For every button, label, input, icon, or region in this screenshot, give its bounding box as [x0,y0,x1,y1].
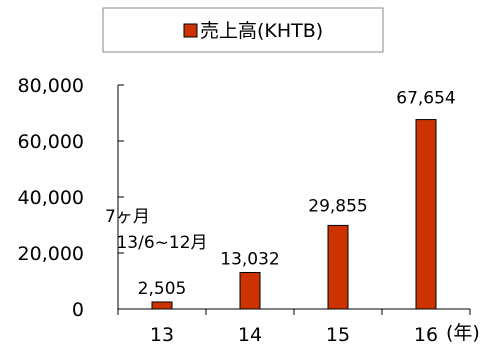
bar-13 [151,301,173,310]
x-tick-label: 15 [326,324,350,346]
bars [151,119,437,310]
bar-14 [239,272,261,310]
x-tick-label: 14 [238,324,262,346]
y-tick-label: 20,000 [18,243,84,265]
legend-box [102,7,384,53]
data-label-16: 67,654 [396,89,455,109]
legend: 売上高(KHTB) [102,7,384,53]
data-labels: 2,505 13,032 29,855 67,654 [138,89,456,299]
data-label-15: 29,855 [308,196,367,216]
annotation-line-2: 13/6~12月 [116,233,207,253]
annotation-line-1: 7ヶ月 [105,207,150,227]
y-axis: 0 20,000 40,000 60,000 80,000 [18,75,124,321]
data-label-14: 13,032 [220,250,279,270]
legend-swatch [183,23,198,38]
x-axis-unit: (年) [446,322,480,344]
x-axis: 13 14 15 16 (年) [117,308,480,346]
legend-label: 売上高(KHTB) [200,20,323,42]
y-tick-label: 80,000 [18,75,84,97]
annotation: 7ヶ月 13/6~12月 [105,207,208,253]
data-label-13: 2,505 [138,279,187,299]
bar-15 [327,224,349,310]
y-tick-label: 60,000 [18,131,84,153]
bar-16 [415,119,437,310]
y-tick-label: 40,000 [18,187,84,209]
y-tick-label: 0 [72,299,84,321]
x-tick-label: 13 [150,324,174,346]
x-tick-label: 16 [414,324,438,346]
